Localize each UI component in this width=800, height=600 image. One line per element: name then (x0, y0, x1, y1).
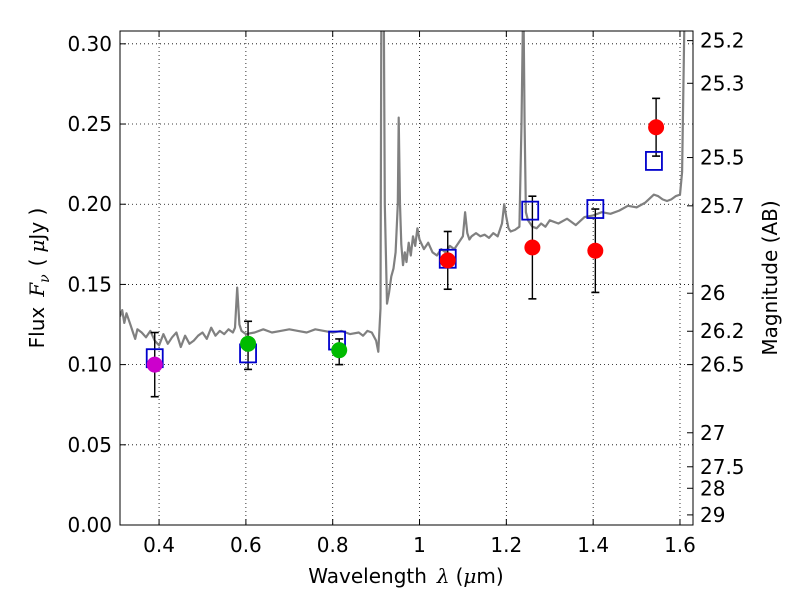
y-tick-label: 0.15 (67, 272, 112, 296)
y-tick-label: 0.25 (67, 112, 112, 136)
x-tick-label: 1.6 (664, 533, 696, 557)
magnitude-tick-label: 27 (700, 421, 725, 445)
x-tick-label: 0.6 (230, 533, 262, 557)
magnitude-tick-label: 26 (700, 281, 725, 305)
y-tick-label: 0.30 (67, 32, 112, 56)
y-tick-label: 0.00 (67, 513, 112, 537)
observed-photometry-point (439, 252, 456, 269)
observed-photometry-point (146, 356, 163, 373)
x-tick-label: 1 (413, 533, 426, 557)
x-tick-label: 1.2 (490, 533, 522, 557)
axis-ticks: 0.4 0.6 0.8 1 1.2 1.4 1.6 0.00 0.05 0.10 0.15 0.20 0… (67, 29, 744, 557)
grid (120, 31, 693, 526)
observed-photometry-point (648, 119, 665, 136)
model-photometry-square (645, 151, 663, 171)
x-axis-label: Wavelength λ (μm) (308, 564, 503, 588)
model-photometry-square (586, 199, 605, 219)
magnitude-tick-label: 25.7 (700, 194, 745, 218)
x-tick-label: 0.8 (317, 533, 349, 557)
magnitude-tick-label: 26.2 (700, 319, 745, 343)
observed-photometry-point (524, 239, 541, 256)
observed-photometry-point (240, 335, 257, 352)
magnitude-tick-label: 28 (700, 476, 725, 500)
spectrum-line (120, 31, 686, 353)
magnitude-axis-label: Magnitude (AB) (758, 200, 782, 355)
model-spectrum (120, 31, 686, 353)
y-tick-label: 0.20 (67, 192, 112, 216)
y-tick-label: 0.05 (67, 433, 112, 457)
magnitude-tick-label: 27.5 (700, 455, 745, 479)
plot-frame (119, 30, 694, 526)
magnitude-tick-label: 29 (700, 503, 725, 527)
y-tick-label: 0.10 (67, 353, 112, 377)
observed-photometry-point (587, 242, 604, 259)
model-photometry-square (521, 200, 540, 221)
observed-photometry-points (146, 119, 665, 373)
error-bars (150, 97, 661, 398)
magnitude-tick-label: 26.5 (700, 353, 745, 377)
x-tick-label: 0.4 (143, 533, 175, 557)
observed-photometry-point (331, 342, 348, 359)
magnitude-tick-label: 25.5 (700, 146, 745, 170)
y-axis-label: FluxFν(μJy ) (25, 208, 53, 349)
magnitude-tick-label: 25.2 (700, 29, 745, 53)
magnitude-tick-label: 25.3 (700, 71, 745, 95)
x-tick-label: 1.4 (577, 533, 609, 557)
